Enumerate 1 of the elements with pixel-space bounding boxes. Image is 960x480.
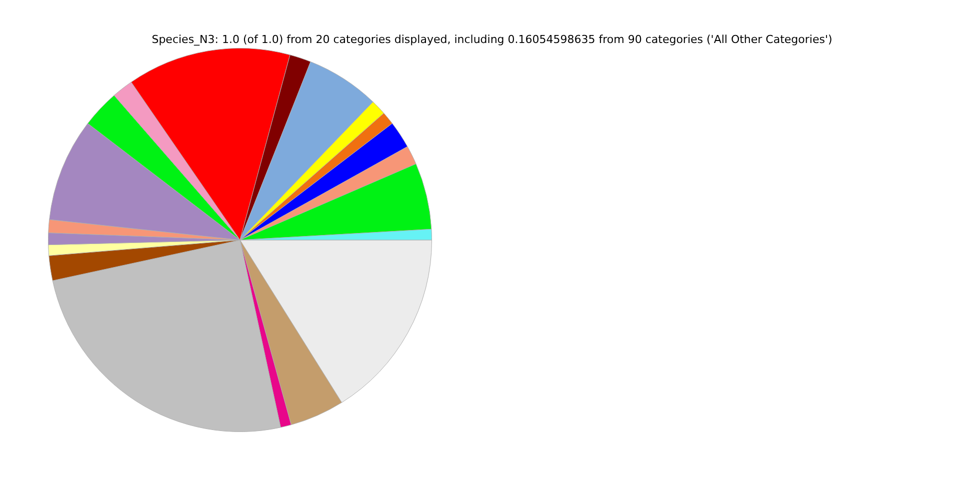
text: Species_N3: 1.0 (of 1.0) from 20 categories displayed, including 0.16054598635 from 90 categories ('All Other Categories') — [152, 32, 832, 46]
